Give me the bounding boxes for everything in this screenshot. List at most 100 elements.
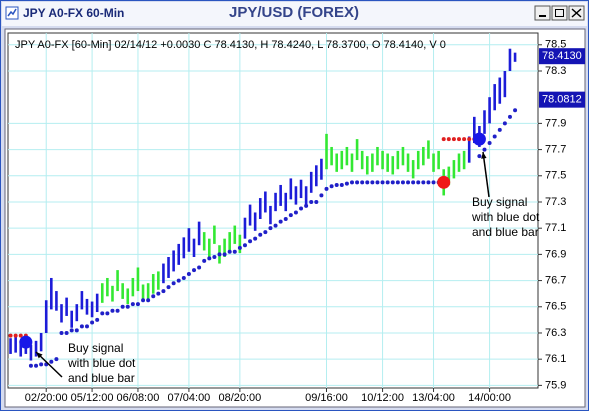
- window-buttons: [534, 5, 585, 21]
- x-tick-label: 06/08:00: [117, 392, 160, 404]
- stop-dot: [166, 285, 171, 290]
- annotation-text: with blue dot: [471, 210, 540, 224]
- stop-dot: [293, 210, 298, 215]
- stop-dot: [120, 304, 125, 309]
- stop-dot: [309, 199, 314, 204]
- stop-dot: [135, 302, 140, 307]
- price-label-box: [539, 91, 585, 108]
- stop-dot: [385, 180, 390, 185]
- stop-dot: [268, 226, 273, 231]
- stop-dot: [202, 258, 207, 263]
- stop-dot: [334, 182, 339, 187]
- stop-dot: [181, 275, 186, 280]
- stop-dot: [349, 180, 354, 185]
- annotation-arrowhead: [36, 352, 43, 359]
- stop-dot: [288, 213, 293, 218]
- maximize-glyph: [555, 9, 564, 17]
- stop-dot: [95, 317, 100, 322]
- stop-dot: [130, 302, 135, 307]
- stop-dot: [482, 147, 487, 152]
- y-tick-label: 77.1: [545, 222, 566, 234]
- stop-dot: [54, 357, 59, 362]
- stop-dot: [8, 333, 13, 338]
- stop-dot: [344, 181, 349, 186]
- annotation-text: and blue bar: [68, 371, 135, 385]
- stop-dot: [324, 186, 329, 191]
- maximize-button[interactable]: [551, 5, 568, 21]
- stop-dot: [125, 304, 130, 309]
- stop-dot: [90, 320, 95, 325]
- stop-dot: [273, 223, 278, 228]
- stop-dot: [319, 193, 324, 198]
- signal-dot: [437, 175, 451, 189]
- stop-dot: [507, 114, 512, 119]
- annotation-text: Buy signal: [472, 195, 527, 209]
- x-tick-label: 13/04:00: [412, 392, 455, 404]
- y-tick-label: 76.7: [545, 274, 566, 286]
- signal-dot: [472, 132, 486, 146]
- price-label: 78.4130: [542, 50, 582, 62]
- stop-dot: [411, 180, 416, 185]
- stop-dot: [406, 180, 411, 185]
- stop-dot: [467, 137, 472, 142]
- stop-dot: [242, 243, 247, 248]
- stop-dot: [248, 239, 253, 244]
- x-tick-label: 08/20:00: [218, 392, 261, 404]
- stop-dot: [375, 180, 380, 185]
- info-line: JPY A0-FX [60-Min] 02/14/12 +0.0030 C 78…: [15, 39, 446, 51]
- stop-dot: [380, 180, 385, 185]
- stop-dot: [192, 268, 197, 273]
- x-tick-label: 02/20:00: [25, 392, 68, 404]
- annotation-text: Buy signal: [68, 341, 123, 355]
- stop-dot: [395, 180, 400, 185]
- stop-dot: [110, 308, 115, 313]
- minimize-button[interactable]: [534, 5, 551, 21]
- stop-dot: [451, 137, 456, 142]
- stop-dot: [497, 127, 502, 132]
- stop-dot: [227, 249, 232, 254]
- stop-dot: [487, 141, 492, 146]
- stop-dot: [49, 359, 54, 364]
- stop-dot: [176, 278, 181, 283]
- stop-dot: [304, 203, 309, 208]
- stop-dot: [13, 333, 18, 338]
- stop-dot: [115, 308, 120, 313]
- stop-dot: [502, 121, 507, 126]
- stop-dot: [314, 199, 319, 204]
- stop-dot: [146, 298, 151, 303]
- stop-dot: [59, 330, 64, 335]
- y-tick-label: 77.7: [545, 143, 566, 155]
- stop-dot: [222, 252, 227, 257]
- window-icon-glyph: [7, 8, 17, 17]
- stop-dot: [84, 324, 89, 329]
- stop-dot: [74, 328, 79, 333]
- annotation-text: with blue dot: [67, 356, 136, 370]
- y-tick-label: 76.3: [545, 327, 566, 339]
- stop-dot: [329, 184, 334, 189]
- x-tick-label: 10/12:00: [361, 392, 404, 404]
- x-tick-label: 05/12:00: [71, 392, 114, 404]
- stop-dot: [253, 236, 258, 241]
- annotation-arrowhead: [481, 152, 487, 159]
- stop-dot: [197, 265, 202, 270]
- plot-area: [7, 32, 539, 389]
- stop-dot: [426, 180, 431, 185]
- stop-dot: [278, 219, 283, 224]
- stop-dot: [64, 330, 69, 335]
- stop-dot: [237, 245, 242, 250]
- stop-dot: [431, 180, 436, 185]
- signal-dot: [19, 335, 33, 349]
- y-tick-label: 78.3: [545, 65, 566, 77]
- x-tick-label: 09/16:00: [305, 392, 348, 404]
- x-tick-label: 14/00:00: [468, 392, 511, 404]
- stop-dot: [232, 249, 237, 254]
- stop-dot: [390, 180, 395, 185]
- stop-dot: [161, 289, 166, 294]
- stop-dot: [441, 137, 446, 142]
- stop-dot: [462, 137, 467, 142]
- stop-dot: [339, 182, 344, 187]
- marks: [8, 48, 518, 368]
- stop-dot: [416, 180, 421, 185]
- stop-dot: [171, 281, 176, 286]
